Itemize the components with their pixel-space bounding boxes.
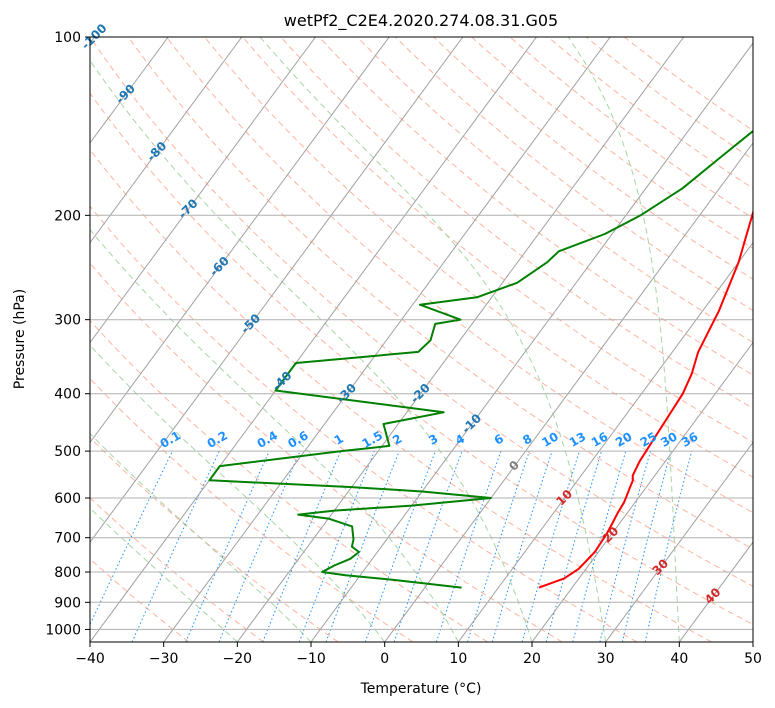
y-tick-label: 200 — [54, 208, 81, 224]
x-tick-label: 50 — [744, 651, 762, 667]
dry-adiabat-line — [395, 37, 753, 312]
isotherm-line — [236, 37, 685, 642]
x-tick-label: 0 — [380, 651, 389, 667]
temperature-line — [538, 209, 753, 589]
isotherm-line — [752, 641, 753, 642]
x-axis-label: Temperature (°C) — [360, 681, 482, 697]
isotherm-line — [90, 37, 169, 144]
mixing-ratio-line — [131, 450, 220, 642]
x-tick-label: 40 — [670, 651, 688, 667]
y-tick-label: 500 — [54, 444, 81, 460]
isotherm-line — [90, 37, 537, 642]
x-tick-label: −30 — [149, 651, 179, 667]
moist-adiabat-line — [90, 507, 238, 642]
mixing-ratio-line — [521, 450, 580, 642]
y-tick-label: 900 — [54, 595, 81, 611]
isotherm-line — [90, 37, 243, 244]
mixing-ratio-line — [218, 450, 301, 642]
y-axis-label: Pressure (hPa) — [12, 289, 28, 389]
mixing-ratio-line — [393, 450, 463, 642]
isotherm-line — [90, 37, 316, 344]
dry-adiabat-line — [242, 37, 753, 443]
x-tick-label: −40 — [75, 651, 105, 667]
dry-adiabat-line — [585, 37, 753, 160]
dry-adiabat-line — [90, 262, 563, 642]
y-tick-label: 600 — [54, 491, 81, 507]
mixing-ratio-line — [90, 450, 173, 626]
dry-adiabat-line — [204, 37, 753, 478]
plot-frame — [89, 36, 754, 643]
x-tick-label: −20 — [223, 651, 253, 667]
isotherm-line — [384, 142, 753, 642]
dry-adiabat-line — [318, 37, 753, 376]
x-tick-label: −10 — [296, 651, 326, 667]
isotherm-line — [310, 42, 753, 642]
y-tick-label: 400 — [54, 387, 81, 403]
isotherm-line — [90, 37, 390, 444]
x-tick-label: 30 — [597, 651, 615, 667]
isotherm-line — [605, 441, 753, 642]
moist-adiabat-line — [90, 344, 386, 642]
mixing-ratio-line — [599, 450, 651, 642]
y-tick-label: 1000 — [45, 622, 81, 638]
chart-title: wetPf2_C2E4.2020.274.08.31.G05 — [284, 11, 558, 31]
dry-adiabat-line — [90, 378, 414, 642]
mixing-ratio-line — [435, 450, 502, 642]
mixing-ratio-line — [364, 450, 436, 642]
mixing-ratio-line — [621, 450, 672, 642]
mixing-ratio-line — [467, 450, 530, 642]
dry-adiabat-line — [547, 37, 753, 190]
y-tick-label: 300 — [54, 313, 81, 329]
dry-adiabat-line — [166, 37, 753, 514]
x-tick-label: 10 — [449, 651, 467, 667]
isotherm-line — [457, 241, 753, 642]
mixing-ratio-line — [644, 450, 693, 642]
dry-adiabat-line — [127, 37, 753, 550]
isotherm-line — [531, 341, 753, 642]
moist-adiabat-line — [567, 37, 680, 642]
dewpoint-line — [208, 129, 753, 589]
y-tick-label: 700 — [54, 531, 81, 547]
y-tick-label: 800 — [54, 565, 81, 581]
mixing-ratio-line — [491, 450, 553, 642]
y-tick-label: 100 — [54, 30, 81, 46]
moist-adiabat-line — [259, 37, 607, 642]
moist-adiabat-line — [90, 59, 533, 642]
dry-adiabat-line — [356, 37, 753, 344]
isotherm-line — [163, 37, 611, 642]
dry-adiabat-line — [90, 148, 712, 642]
plot-area — [90, 37, 753, 642]
dry-adiabat-line — [90, 37, 753, 587]
dry-adiabat-line — [90, 496, 264, 642]
x-tick-label: 20 — [523, 651, 541, 667]
isotherm-line — [90, 37, 464, 543]
mixing-ratio-line — [572, 450, 627, 642]
dry-adiabat-line — [90, 205, 638, 642]
